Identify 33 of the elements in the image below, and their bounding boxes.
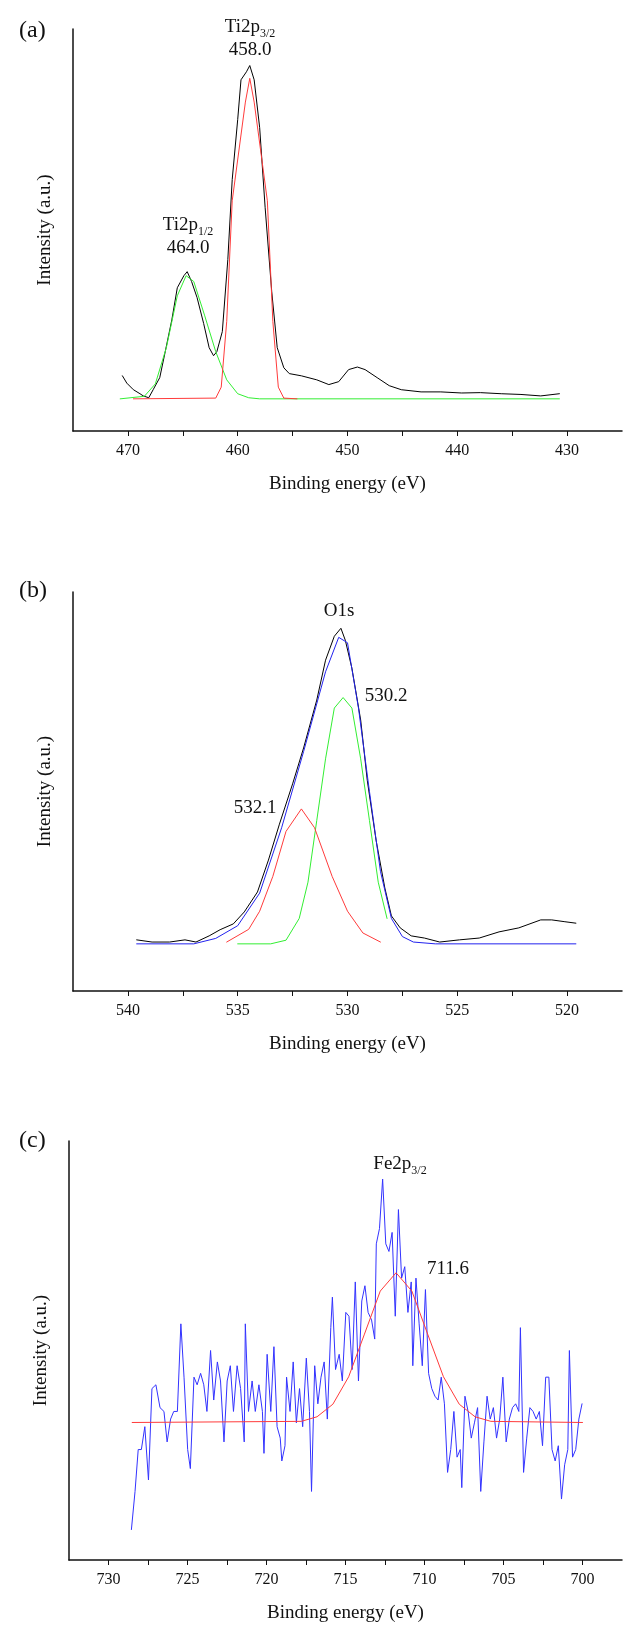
x-tick-label: 530 — [335, 1000, 360, 1018]
x-axis-title: Binding energy (eV) — [269, 472, 426, 494]
y-axis-title: Intensity (a.u.) — [33, 735, 55, 848]
chart-title: (c) — [19, 1126, 46, 1152]
x-tick-label: 520 — [555, 1000, 580, 1018]
chart-title: (a) — [19, 16, 46, 42]
annotation: 532.1 — [233, 796, 277, 818]
x-tick-label: 440 — [445, 440, 470, 458]
x-tick-label: 705 — [491, 1569, 516, 1587]
x-tick-label: 715 — [333, 1569, 358, 1587]
x-axis-title: Binding energy (eV) — [267, 1601, 424, 1623]
text: Ti2p$_{3/2}$ 458.0 — [224, 15, 276, 60]
x-tick-label: 540 — [115, 1000, 140, 1018]
x-axis-title: Binding energy (eV) — [269, 1032, 426, 1054]
x-tick-label: 710 — [412, 1569, 437, 1587]
x-tick-label: 720 — [254, 1569, 279, 1587]
x-tick-label: 430 — [555, 440, 580, 458]
y-axis-title: Intensity (a.u.) — [33, 174, 55, 286]
x-tick-label: 725 — [175, 1569, 200, 1587]
y-axis-title: Intensity (a.u.) — [29, 1294, 51, 1407]
text: O1s — [323, 599, 355, 621]
x-tick-label: 460 — [225, 440, 250, 458]
text: Fe2p$_{3/2}$ — [373, 1152, 427, 1178]
annotation: 530.2 — [364, 684, 408, 706]
annotation: 711.6 — [426, 1257, 470, 1279]
annotation: Ti2p$_{1/2}$ 464.0 — [162, 213, 214, 258]
x-tick-label: 700 — [570, 1569, 595, 1587]
x-tick-label: 730 — [96, 1569, 121, 1587]
x-tick-label: 525 — [445, 1000, 470, 1018]
x-tick-label: 470 — [115, 440, 140, 458]
x-tick-label: 535 — [225, 1000, 250, 1018]
x-tick-label: 450 — [335, 440, 360, 458]
chart-title: (b) — [19, 576, 47, 602]
